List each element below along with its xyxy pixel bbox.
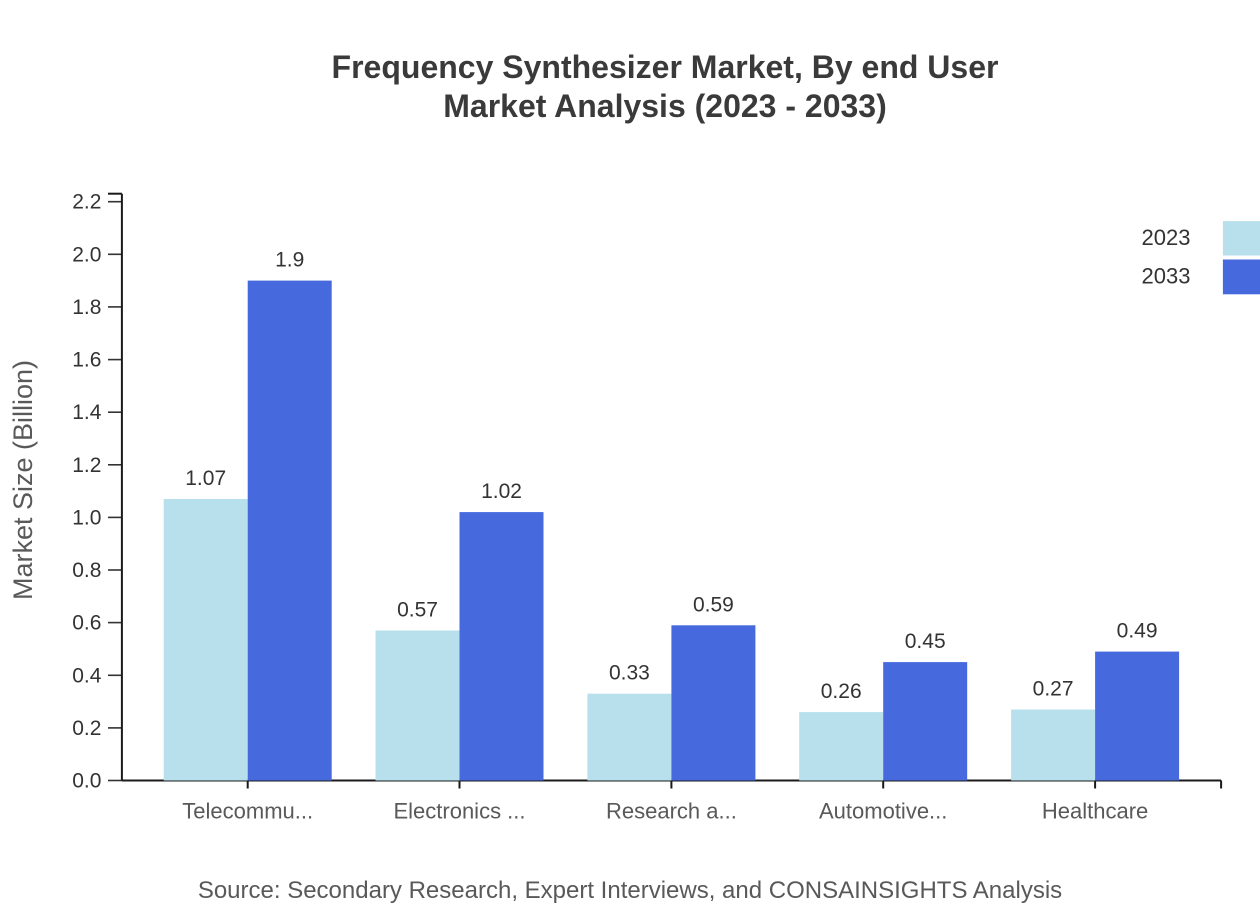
svg-text:Automotive...: Automotive...: [819, 799, 947, 824]
svg-text:1.2: 1.2: [72, 454, 101, 477]
svg-text:0.27: 0.27: [1033, 678, 1074, 701]
svg-text:0.49: 0.49: [1117, 620, 1158, 643]
svg-text:2023: 2023: [1142, 225, 1191, 250]
svg-text:0.26: 0.26: [821, 680, 862, 703]
svg-text:1.07: 1.07: [185, 467, 226, 490]
svg-text:1.0: 1.0: [72, 506, 101, 529]
svg-text:Electronics ...: Electronics ...: [393, 799, 525, 824]
svg-text:0.59: 0.59: [693, 593, 734, 616]
svg-text:0.2: 0.2: [72, 717, 101, 740]
svg-text:Healthcare: Healthcare: [1042, 799, 1148, 824]
svg-text:2.0: 2.0: [72, 243, 101, 266]
svg-text:0.57: 0.57: [397, 599, 438, 622]
svg-text:1.02: 1.02: [481, 480, 522, 503]
svg-text:1.4: 1.4: [72, 401, 102, 424]
svg-text:2.2: 2.2: [72, 191, 101, 214]
svg-text:0.0: 0.0: [72, 770, 101, 793]
svg-text:Market Size (Billion): Market Size (Billion): [8, 360, 38, 600]
svg-text:0.45: 0.45: [905, 630, 946, 653]
svg-text:2033: 2033: [1142, 264, 1191, 289]
svg-text:0.8: 0.8: [72, 559, 101, 582]
svg-text:0.33: 0.33: [609, 662, 650, 685]
svg-text:0.4: 0.4: [72, 664, 102, 687]
svg-text:0.6: 0.6: [72, 612, 101, 635]
svg-text:1.8: 1.8: [72, 296, 101, 319]
svg-text:1.9: 1.9: [275, 249, 304, 272]
svg-text:1.6: 1.6: [72, 349, 101, 372]
svg-text:Telecommu...: Telecommu...: [182, 799, 313, 824]
svg-text:Research a...: Research a...: [606, 799, 737, 824]
